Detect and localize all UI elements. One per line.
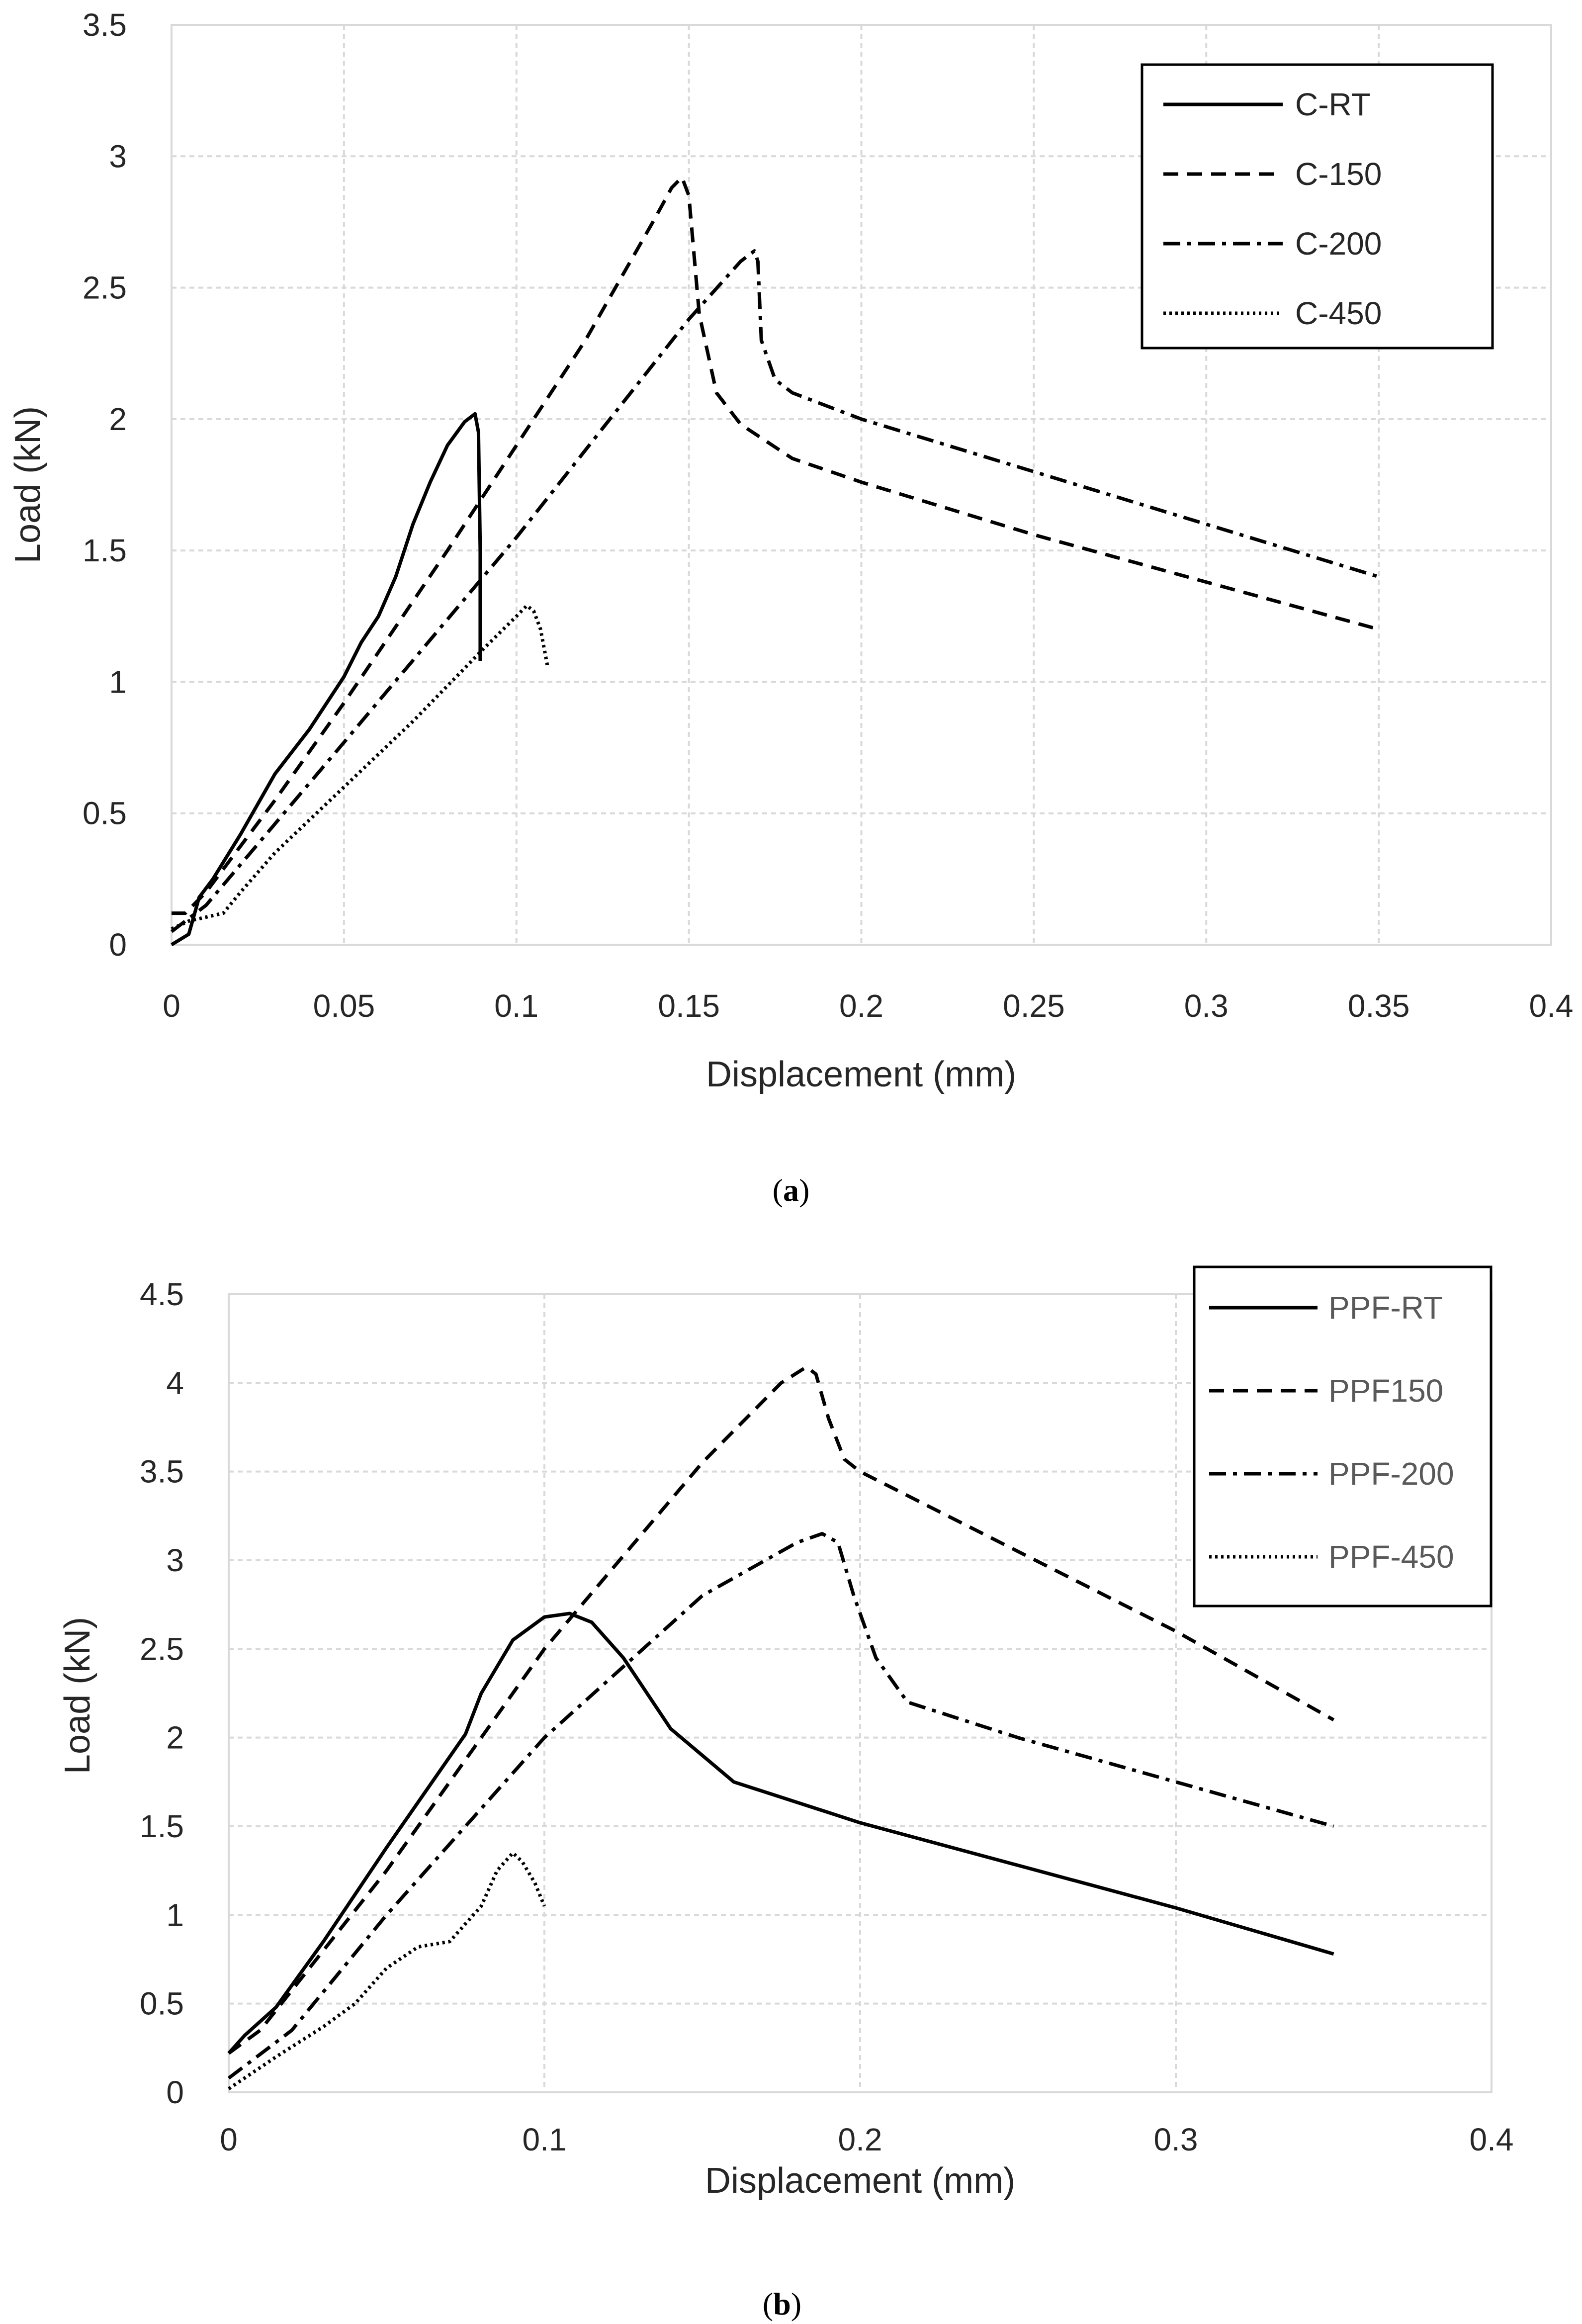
series-line-c-200 <box>170 249 1380 933</box>
y-tick-label-b: 4.5 <box>140 1276 184 1312</box>
x-tick-label-a: 0.3 <box>1184 988 1229 1024</box>
y-tick-label-b: 2 <box>166 1720 184 1756</box>
x-tick-label-a: 0.4 <box>1529 988 1574 1024</box>
panel-caption-letter-a: a <box>783 1172 799 1208</box>
chart-panel-b: 0 0.1 0.2 0.3 0.4 0 0.5 1 1.5 2 2.5 3 3.5 4 4.5 Displa… <box>58 1265 1513 2322</box>
y-tick-label-b: 3 <box>166 1542 184 1578</box>
series-line-c-150 <box>172 176 1380 915</box>
legend-label-c-150: C-150 <box>1295 156 1382 192</box>
series-line-c-rt <box>171 412 482 946</box>
legend-a: C-RT C-150 C-200 C-450 <box>1141 63 1494 350</box>
x-tick-label-b: 0.1 <box>523 2122 567 2157</box>
x-tick-label-a: 0.35 <box>1348 988 1410 1024</box>
legend-label-c-450: C-450 <box>1295 295 1382 331</box>
legend-label-c-200: C-200 <box>1295 226 1382 262</box>
y-tick-label-b: 2.5 <box>140 1631 184 1667</box>
legend-label-ppf-rt: PPF-RT <box>1328 1290 1443 1326</box>
panel-caption-letter-b: b <box>773 2286 791 2322</box>
x-tick-label-b: 0.3 <box>1154 2122 1198 2157</box>
x-tick-label-b: 0 <box>220 2122 238 2157</box>
y-tick-label-a: 2.5 <box>83 270 127 306</box>
ticks-b: 0 0.1 0.2 0.3 0.4 0 0.5 1 1.5 2 2.5 3 3.5 4 4.5 <box>140 1276 1513 2157</box>
x-axis-label-a: Displacement (mm) <box>706 1055 1016 1094</box>
y-tick-label-a: 1.5 <box>83 533 127 568</box>
series-a <box>170 176 1380 946</box>
legend-b: PPF-RT PPF150 PPF-200 PPF-450 <box>1193 1265 1493 1608</box>
chart-panel-a: 0 0.05 0.1 0.15 0.2 0.25 0.3 0.35 0.4 0 0.5 1 1.5 2 2.… <box>8 7 1573 1208</box>
series-line-ppf-rt <box>227 1611 1334 2055</box>
legend-entries-b: PPF-RT PPF150 PPF-200 PPF-450 <box>1209 1290 1454 1575</box>
x-tick-label-a: 0.2 <box>839 988 883 1024</box>
y-tick-label-a: 0.5 <box>83 796 127 831</box>
y-tick-label-b: 0.5 <box>140 1986 184 2022</box>
y-tick-label-a: 0 <box>109 927 127 963</box>
y-tick-label-a: 3 <box>109 138 127 174</box>
panel-caption-a: (a) <box>773 1172 810 1208</box>
x-tick-label-a: 0.1 <box>494 988 538 1024</box>
y-tick-label-a: 3.5 <box>83 7 127 43</box>
y-tick-label-b: 3.5 <box>140 1454 184 1490</box>
y-axis-label-b: Load (kN) <box>58 1617 97 1774</box>
y-tick-label-b: 1.5 <box>140 1808 184 1844</box>
plot-frame-a <box>171 24 1552 946</box>
ticks-a: 0 0.05 0.1 0.15 0.2 0.25 0.3 0.35 0.4 0 0.5 1 1.5 2 2.… <box>83 7 1573 1024</box>
series-line-ppf-200 <box>227 1532 1334 2080</box>
y-tick-label-b: 0 <box>166 2074 184 2110</box>
y-axis-label-a: Load (kN) <box>8 406 48 563</box>
grid-b <box>229 1294 1492 2092</box>
y-tick-label-b: 4 <box>166 1365 184 1401</box>
x-tick-label-a: 0 <box>163 988 180 1024</box>
series-line-ppf-450 <box>228 1851 546 2090</box>
panel-caption-b: (b) <box>763 2286 801 2322</box>
plot-frame-b <box>228 1293 1493 2093</box>
y-tick-label-b: 1 <box>166 1897 184 1933</box>
x-axis-label-b: Displacement (mm) <box>705 2161 1015 2201</box>
legend-entries-a: C-RT C-150 C-200 C-450 <box>1163 87 1382 331</box>
legend-box-a <box>1141 63 1494 350</box>
series-line-c-450 <box>171 604 549 931</box>
x-tick-label-a: 0.05 <box>313 988 375 1024</box>
x-tick-label-b: 0.2 <box>838 2122 882 2157</box>
legend-label-ppf-450: PPF-450 <box>1328 1539 1454 1575</box>
series-line-ppf150 <box>227 1365 1335 2055</box>
x-tick-label-b: 0.4 <box>1470 2122 1514 2157</box>
y-tick-label-a: 1 <box>109 664 127 700</box>
legend-box-b <box>1193 1265 1493 1608</box>
legend-label-ppf-200: PPF-200 <box>1328 1456 1454 1492</box>
series-b <box>227 1365 1335 2090</box>
x-tick-label-a: 0.15 <box>658 988 720 1024</box>
legend-label-ppf150: PPF150 <box>1328 1373 1443 1409</box>
legend-label-c-rt: C-RT <box>1295 87 1371 122</box>
x-tick-label-a: 0.25 <box>1003 988 1065 1024</box>
y-tick-label-a: 2 <box>109 401 127 437</box>
